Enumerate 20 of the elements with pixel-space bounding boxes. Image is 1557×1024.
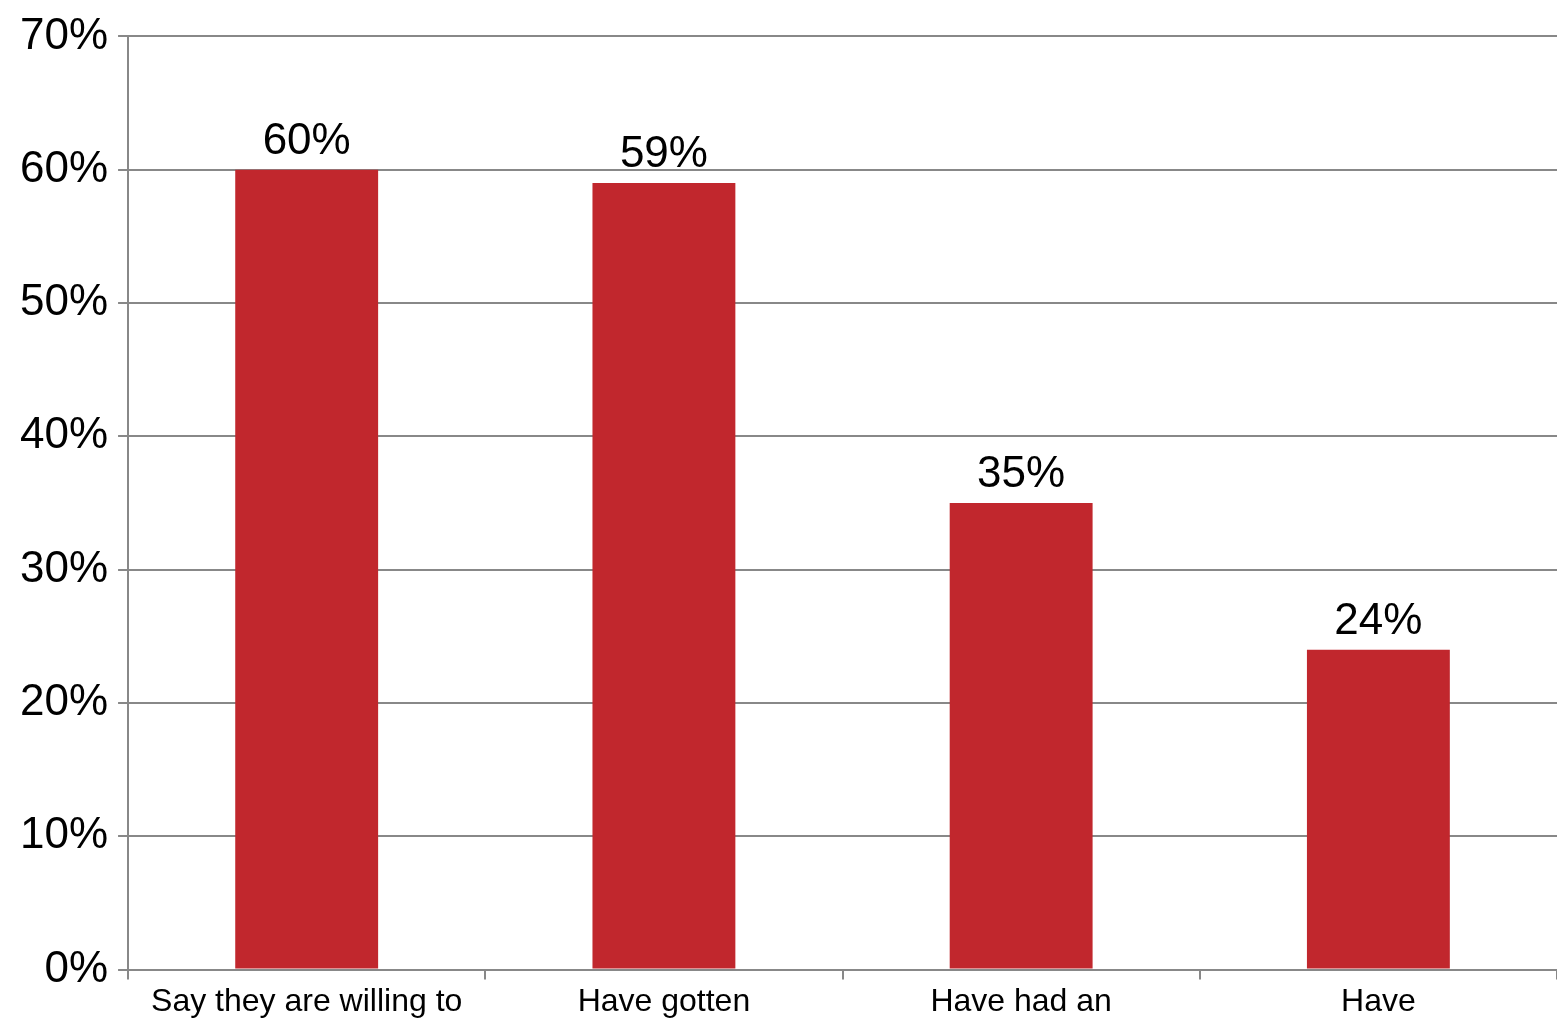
bar xyxy=(592,183,736,969)
y-tick-label: 30% xyxy=(19,541,109,591)
x-tick-label: Have gotten xyxy=(577,981,751,1018)
y-tick-label: 40% xyxy=(19,408,109,458)
bar xyxy=(235,169,379,969)
data-label: 60% xyxy=(262,113,351,163)
bar xyxy=(1306,649,1450,969)
y-tick-label: 0% xyxy=(44,941,109,991)
y-tick-label: 70% xyxy=(19,8,109,58)
y-tick-label: 20% xyxy=(19,675,109,725)
x-tick-label: Have xyxy=(1341,981,1416,1018)
bar xyxy=(949,503,1093,969)
data-label: 24% xyxy=(1334,593,1423,643)
data-label: 59% xyxy=(619,127,708,177)
x-tick-label: Say they are willing to xyxy=(151,981,463,1018)
y-tick-label: 50% xyxy=(19,275,109,325)
y-tick-label: 60% xyxy=(19,141,109,191)
x-tick-label: Have had an xyxy=(930,981,1112,1018)
y-tick-label: 10% xyxy=(19,808,109,858)
data-label: 35% xyxy=(977,447,1066,497)
